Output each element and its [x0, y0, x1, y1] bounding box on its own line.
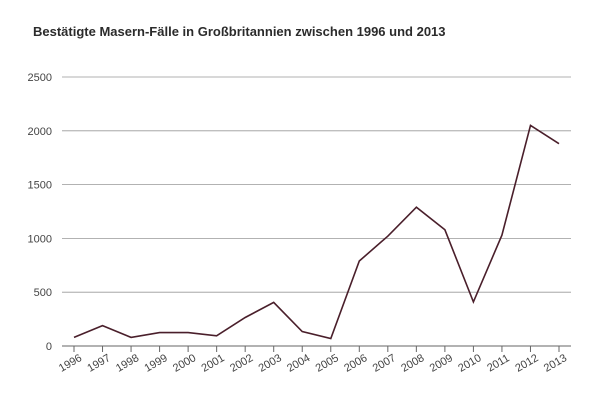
x-tick-label: 2010: [456, 352, 483, 375]
chart-title: Bestätigte Masern-Fälle in Großbritannie…: [33, 24, 446, 39]
y-tick-label: 1000: [28, 233, 52, 245]
x-tick-label: 1996: [57, 352, 84, 375]
x-tick-label: 2012: [513, 352, 540, 375]
x-tick-label: 2013: [542, 352, 569, 375]
y-tick-label: 500: [34, 287, 52, 299]
data-series: [73, 124, 560, 340]
x-axis-labels: 1996 1997 1998 1999 2000 2001 2002 2003 2004 2005…: [57, 352, 569, 375]
x-tick-label: 2000: [171, 352, 198, 375]
x-tick-label: 2003: [257, 352, 284, 375]
y-tick-label: 0: [46, 341, 52, 353]
x-tick-label: 2007: [371, 352, 398, 375]
y-tick-label: 1500: [28, 180, 52, 192]
x-tick-label: 2006: [342, 352, 369, 375]
x-tick-label: 2004: [285, 352, 312, 375]
x-tick-label: 2011: [485, 352, 511, 374]
x-tick-label: 2001: [200, 352, 227, 375]
x-tick-label: 1999: [142, 352, 169, 375]
gridlines: [62, 76, 571, 293]
y-axis-labels: 0 500 1000 1500 2000 2500: [28, 72, 52, 353]
x-tick-label: 2002: [228, 352, 255, 375]
x-axis: [62, 345, 571, 352]
x-tick-label: 1998: [114, 352, 141, 375]
series-line: [73, 124, 560, 340]
x-tick-label: 2009: [428, 352, 455, 375]
x-tick-label: 2008: [399, 352, 426, 375]
y-tick-label: 2000: [28, 126, 52, 138]
x-tick-label: 2005: [314, 352, 341, 375]
y-tick-label: 2500: [28, 72, 52, 84]
x-tick-label: 1997: [85, 352, 112, 375]
